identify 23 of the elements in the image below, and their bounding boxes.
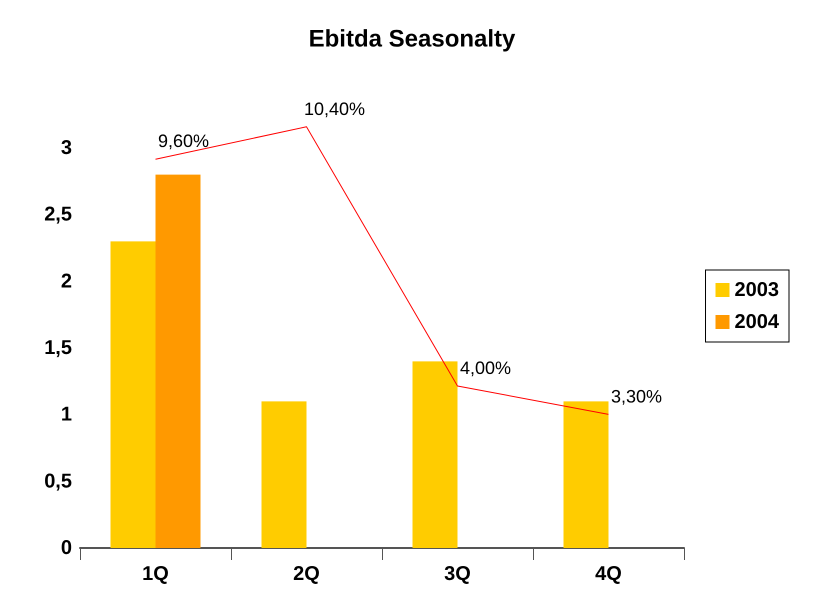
bar: [110, 241, 156, 548]
y-tick-label: 1,5: [44, 337, 72, 359]
chart-title: Ebitda Seasonalty: [308, 26, 516, 52]
bar: [156, 174, 200, 548]
legend-label: 2003: [734, 279, 780, 301]
data-label: 3,30%: [610, 386, 662, 406]
bar: [412, 361, 458, 548]
y-tick-label: 0,5: [44, 470, 72, 492]
bar: [262, 401, 306, 548]
x-tick-label: 1Q: [142, 563, 169, 585]
bar: [564, 401, 608, 548]
y-tick-label: 3: [60, 137, 72, 159]
data-label: 9,60%: [158, 131, 210, 152]
y-tick-label: 1: [60, 404, 72, 426]
data-label: 4,00%: [460, 358, 512, 378]
data-label: 10,40%: [304, 98, 366, 119]
x-tick-label: 2Q: [293, 563, 320, 585]
y-tick-label: 2: [60, 270, 72, 292]
x-tick-label: 3Q: [444, 563, 471, 585]
x-tick-label: 4Q: [595, 563, 622, 585]
legend-label: 2004: [734, 311, 780, 333]
y-tick-label: 2,5: [44, 204, 72, 226]
y-tick-label: 0: [60, 537, 72, 559]
